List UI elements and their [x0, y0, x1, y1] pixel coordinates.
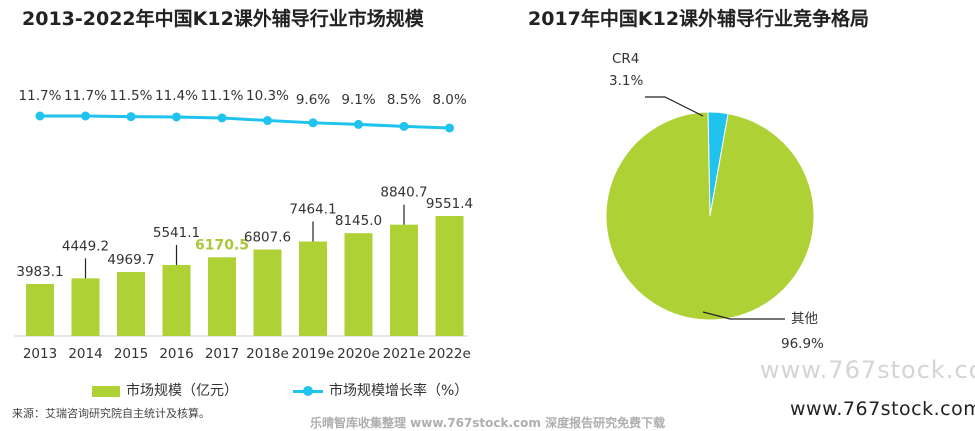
bar-2022e [435, 216, 464, 336]
growth-point-2022e [445, 123, 454, 133]
bar-value-label-2017: 6170.5 [195, 237, 249, 253]
bar-value-label-2022e: 9551.4 [426, 196, 473, 212]
pie-chart-title: 2017年中国K12课外辅导行业竞争格局 [528, 8, 870, 30]
pie-label-cr4-value: 3.1% [609, 73, 643, 89]
x-tick-label-2019e: 2019e [292, 346, 335, 362]
watermark-bottom: 乐晴智库收集整理 www.767stock.com 深度报告研究免费下载 [310, 416, 666, 430]
growth-rate-series: 11.7% 11.7% 11.5% 11.4% 11.1% 10.3% 9.6% 9.1% 8.… [19, 88, 467, 133]
watermark-faded: www.767stock.com [760, 356, 975, 384]
x-tick-label-2017: 2017 [205, 346, 239, 362]
x-tick-label-2021e: 2021e [383, 346, 426, 362]
growth-label-2015: 11.5% [110, 88, 153, 104]
bar-chart-title: 2013-2022年中国K12课外辅导行业市场规模 [22, 8, 424, 30]
legend-line-label: 市场规模增长率（%） [329, 383, 469, 399]
bar-2013 [26, 284, 54, 336]
growth-label-2018e: 10.3% [246, 88, 289, 104]
growth-label-2017: 11.1% [201, 88, 244, 104]
pie-leader-other [702, 311, 785, 320]
x-tick-label-2015: 2015 [114, 346, 148, 362]
growth-point-2020e [354, 119, 363, 129]
legend-line-swatch [293, 385, 323, 396]
pie-label-other-value: 96.9% [781, 336, 824, 352]
growth-point-2018e [263, 116, 272, 126]
growth-label-2021e: 8.5% [387, 92, 421, 108]
growth-point-2019e [308, 118, 318, 128]
x-tick-label-2013: 2013 [23, 346, 57, 362]
growth-point-2016 [172, 112, 181, 122]
growth-label-2020e: 9.1% [341, 92, 375, 108]
growth-point-2015 [126, 112, 136, 122]
pie-slice-其他 [605, 111, 815, 321]
x-tick-label-2020e: 2020e [337, 346, 380, 362]
growth-label-2019e: 9.6% [296, 92, 330, 108]
bar-2017 [208, 257, 236, 336]
growth-label-2013: 11.7% [19, 88, 62, 104]
x-tick-label-2022e: 2022e [428, 346, 471, 362]
growth-label-2022e: 8.0% [432, 92, 466, 108]
legend-bar-label: 市场规模（亿元） [126, 383, 238, 399]
bar-2020e [344, 233, 373, 336]
bar-2019e [299, 241, 327, 336]
bar-value-label-2021e: 8840.7 [380, 185, 427, 201]
bar-2014 [71, 278, 100, 336]
bar-2018e [253, 249, 282, 336]
growth-point-2021e [399, 121, 409, 131]
bar-2016 [162, 264, 191, 336]
bar-value-label-2015: 4969.7 [107, 252, 154, 268]
growth-point-2014 [81, 111, 90, 121]
source-note: 来源：艾瑞咨询研究院自主统计及核算。 [12, 407, 210, 420]
legend-market-size: 市场规模（亿元） [92, 380, 238, 400]
growth-point-2013 [35, 111, 45, 121]
growth-rate-line [40, 114, 450, 130]
bar-value-label-2019e: 7464.1 [289, 201, 336, 217]
growth-label-2016: 11.4% [155, 88, 198, 104]
legend-growth-rate: 市场规模增长率（%） [293, 380, 468, 400]
bar-2021e [390, 224, 418, 336]
pie-label-other-name: 其他 [791, 311, 818, 327]
bar-value-label-2018e: 6807.6 [244, 230, 291, 246]
x-tick-label-2016: 2016 [159, 346, 193, 362]
bar-value-label-2014: 4449.2 [62, 238, 109, 254]
bar-value-label-2020e: 8145.0 [335, 213, 382, 229]
bar-series: 3983.1 2013 4449.2 2014 4969.7 2015 5541.1 2016… [14, 185, 473, 362]
growth-point-2017 [217, 113, 227, 123]
x-tick-label-2018e: 2018e [246, 346, 289, 362]
bar-value-label-2016: 5541.1 [153, 225, 200, 241]
watermark-solid: www.767stock.com [790, 398, 975, 420]
x-tick-label-2014: 2014 [68, 346, 102, 362]
legend-bar-swatch [92, 385, 120, 397]
pie-label-cr4-name: CR4 [612, 51, 639, 67]
pie-leader-cr4 [645, 96, 704, 117]
pie-chart: CR4 3.1% 其他 96.9% [605, 51, 824, 352]
bar-2015 [117, 271, 145, 336]
bar-value-label-2013: 3983.1 [16, 264, 63, 280]
growth-label-2014: 11.7% [64, 88, 107, 104]
